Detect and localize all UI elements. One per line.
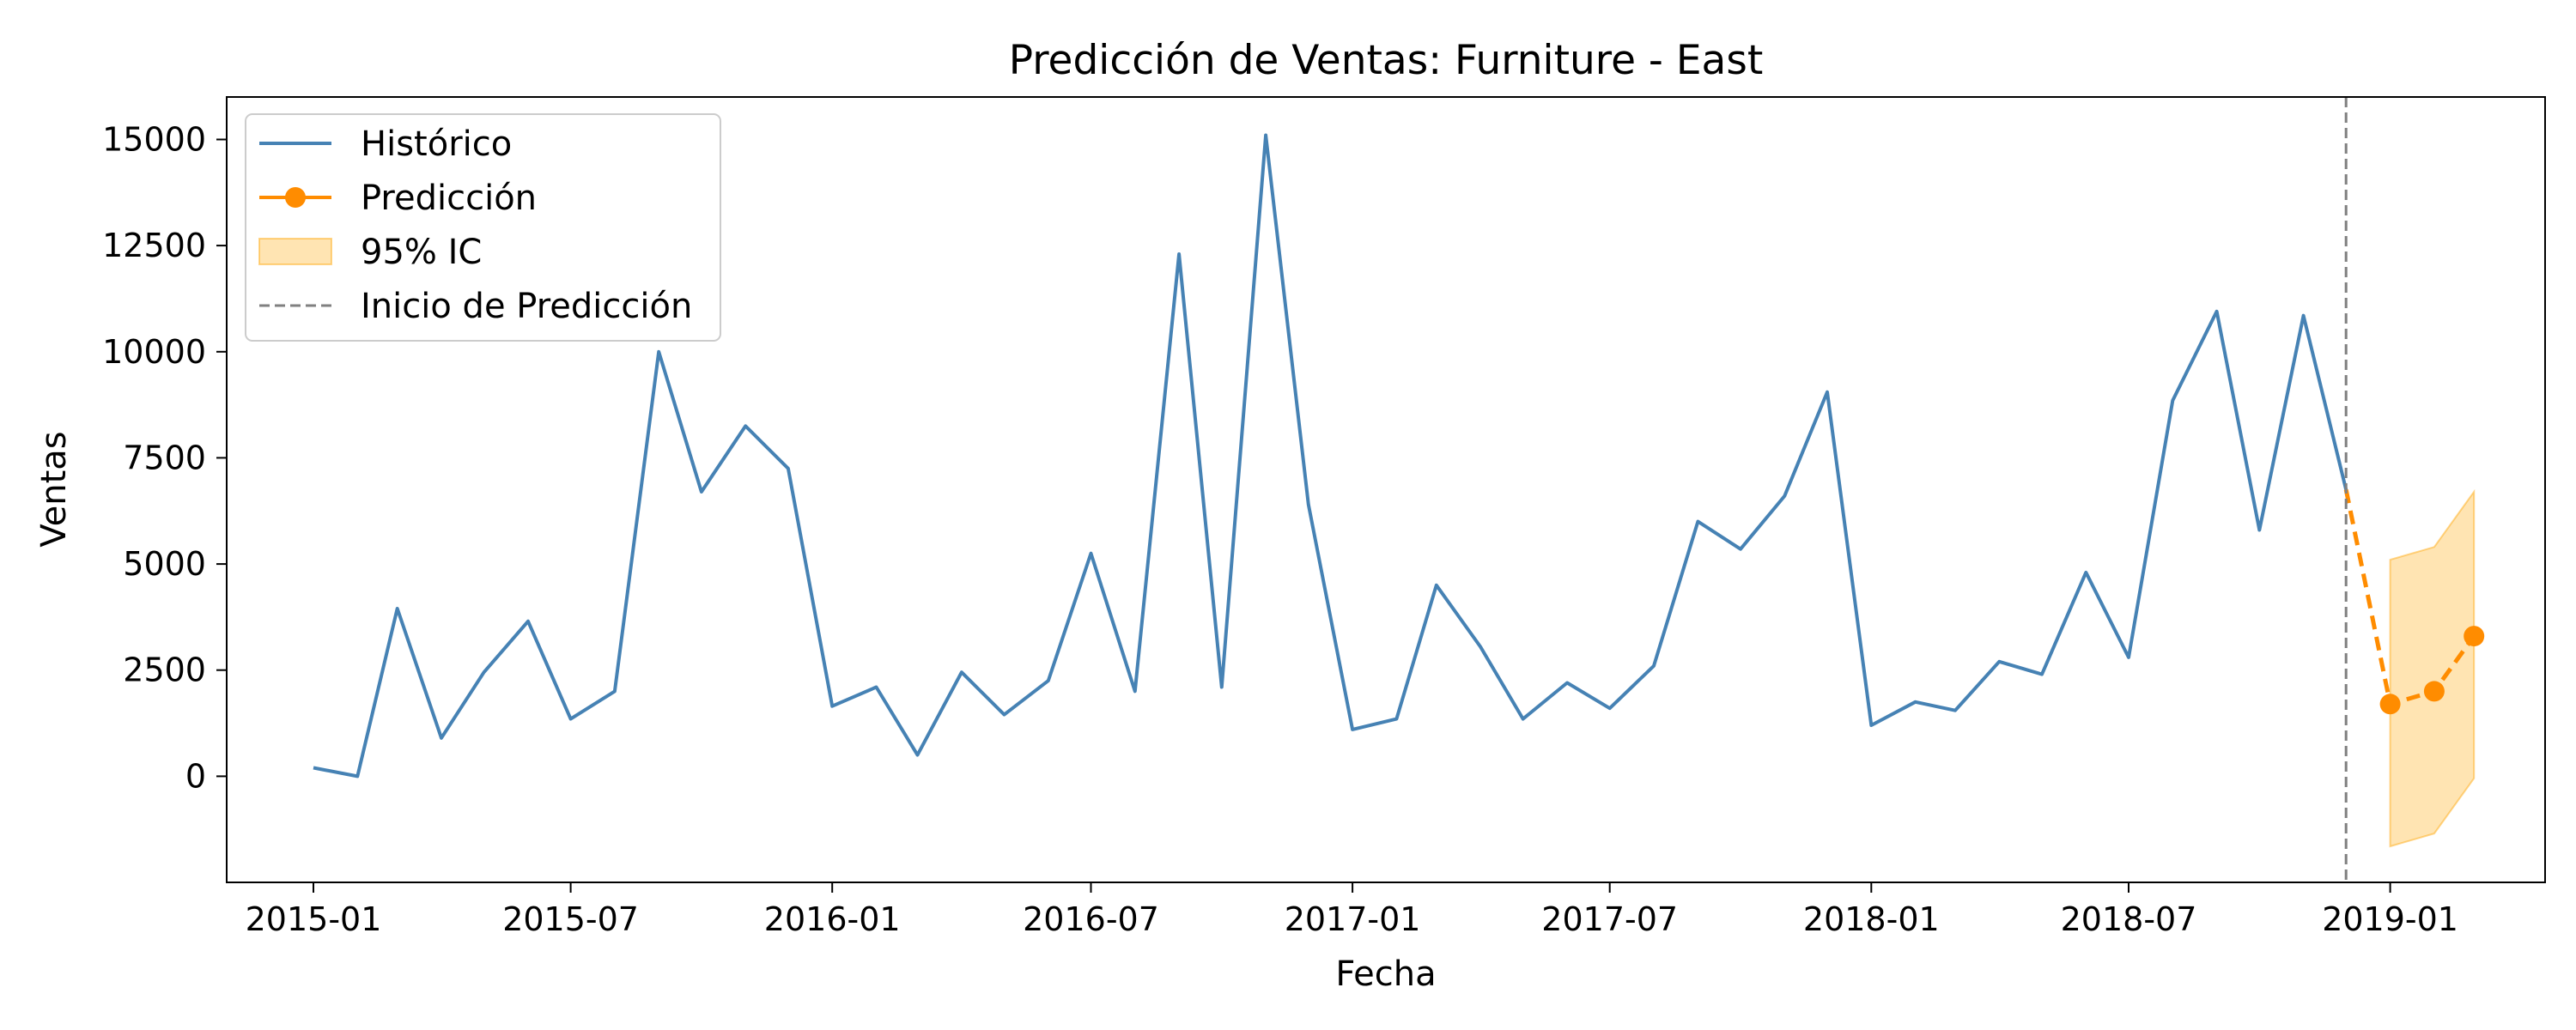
- confidence-band: [2389, 488, 2476, 848]
- y-tick-label: 5000: [123, 545, 206, 583]
- forecast-point: [2423, 681, 2445, 702]
- legend-label-vline: Inicio de Predicción: [361, 287, 692, 326]
- y-tick-label: 15000: [102, 121, 206, 159]
- y-tick-label: 7500: [123, 439, 206, 476]
- y-axis-label: Ventas: [34, 431, 74, 547]
- legend-marker-forecast: [285, 187, 306, 208]
- legend-label-forecast: Predicción: [361, 179, 537, 218]
- legend: Histórico Predicción 95% IC Inicio de Pr…: [245, 113, 721, 342]
- x-tick-label: 2017-01: [1285, 900, 1421, 938]
- x-tick-label: 2015-01: [246, 900, 382, 938]
- forecast-line: [2343, 488, 2476, 707]
- plot-frame: [226, 96, 2546, 883]
- plot-area: [313, 97, 2485, 882]
- x-axis-label: Fecha: [1335, 954, 1436, 994]
- x-axis: 2015-01 2015-07 2016-01 2016-07 2017-01 2017-…: [246, 882, 2458, 938]
- x-tick-label: 2016-07: [1023, 900, 1159, 938]
- x-tick-label: 2018-01: [1803, 900, 1940, 938]
- x-tick-label: 2018-07: [2061, 900, 2197, 938]
- x-tick-label: 2019-01: [2322, 900, 2458, 938]
- legend-box: [245, 113, 721, 342]
- x-tick-label: 2017-07: [1541, 900, 1678, 938]
- legend-label-historical: Histórico: [361, 124, 512, 164]
- y-tick-label: 0: [185, 757, 206, 795]
- legend-swatch-ci: [258, 238, 332, 265]
- y-tick-label: 12500: [102, 227, 206, 264]
- y-axis: 0 2500 5000 7500 10000 12500 15000: [102, 121, 227, 795]
- x-tick-label: 2016-01: [764, 900, 901, 938]
- forecast-point: [2464, 626, 2485, 647]
- y-tick-label: 10000: [102, 333, 206, 371]
- forecast-point: [2379, 694, 2401, 715]
- historical-line: [313, 133, 2348, 779]
- x-tick-label: 2015-07: [502, 900, 639, 938]
- y-tick-label: 2500: [123, 651, 206, 689]
- chart-title: Predicción de Ventas: Furniture - East: [1009, 37, 1764, 84]
- legend-label-ci: 95% IC: [361, 233, 482, 272]
